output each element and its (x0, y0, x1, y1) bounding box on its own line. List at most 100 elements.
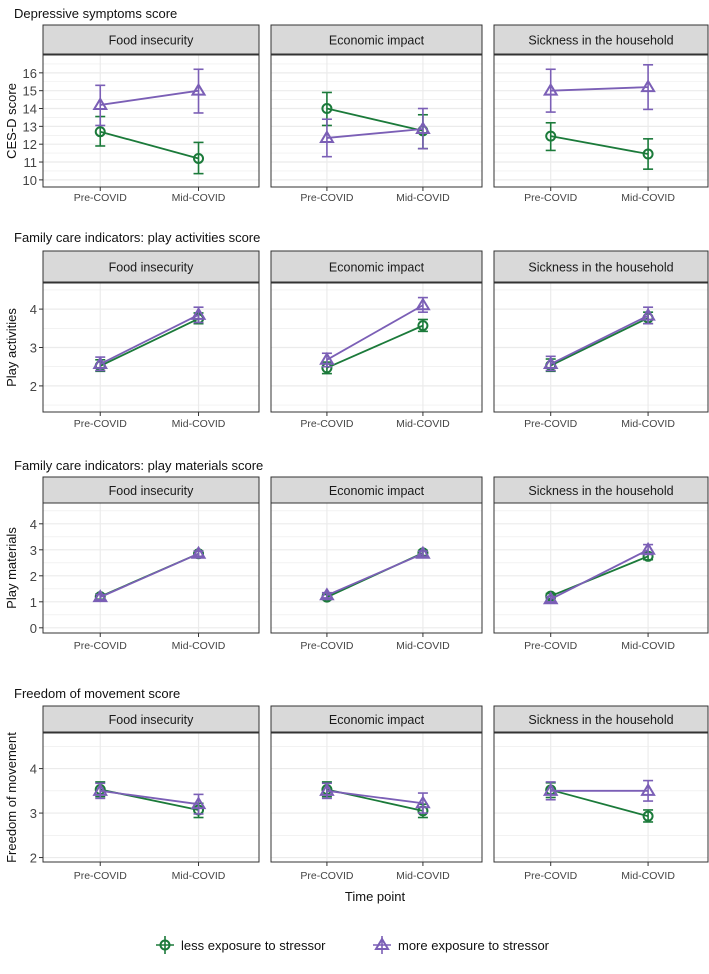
data-point-triangle (542, 782, 559, 796)
x-tick-label: Pre-COVID (74, 640, 128, 652)
data-point-triangle (640, 782, 656, 796)
data-point-triangle (319, 351, 335, 365)
facet-label: Sickness in the household (528, 713, 673, 727)
facet-3: Sickness in the household Pre-COVID Mid-CO… (493, 250, 709, 430)
y-tick-label: 3 (30, 806, 37, 821)
legend-label: less exposure to stressor (181, 938, 326, 953)
series-more (319, 782, 431, 814)
facet-2: Economic impact Pre-COVID Mid-COVID (270, 24, 483, 204)
y-tick-label: 4 (30, 302, 37, 317)
data-point-triangle (415, 795, 431, 809)
facet-3: Sickness in the household Pre-COVID Mid-CO… (493, 24, 709, 204)
legend-label: more exposure to stressor (398, 938, 550, 953)
y-tick-label: 2 (30, 379, 37, 394)
facet-label: Economic impact (329, 713, 425, 727)
facet-strip (493, 705, 709, 733)
x-tick-label: Pre-COVID (74, 418, 128, 430)
row-3: Family care indicators: play materials s… (4, 458, 709, 652)
legend-item: less exposure to stressor (156, 936, 326, 954)
panel-background (43, 55, 259, 187)
x-tick-label: Pre-COVID (524, 870, 578, 882)
series-line (550, 135, 649, 155)
data-point-triangle (190, 545, 207, 559)
series-more (542, 64, 656, 113)
facet-2: Economic impact Pre-COVID Mid-COVID (270, 250, 483, 430)
row-2: Family care indicators: play activities … (4, 230, 709, 430)
x-tick-label: Mid-COVID (396, 640, 450, 652)
data-point-circle (642, 810, 654, 822)
facet-strip (270, 705, 483, 733)
data-point-triangle (190, 796, 207, 810)
panel-border (270, 54, 483, 188)
series-line (550, 317, 649, 367)
series-line (326, 552, 424, 597)
panel-border (493, 732, 709, 863)
y-tick-label: 2 (30, 569, 37, 584)
x-tick-label: Mid-COVID (172, 870, 226, 882)
row-title: Family care indicators: play materials s… (14, 458, 263, 473)
x-tick-label: Mid-COVID (621, 192, 675, 204)
data-point-circle (545, 130, 557, 142)
series-line (99, 314, 199, 365)
series-more (319, 545, 431, 601)
row-4: Freedom of movement score Freedom of move… (4, 686, 709, 904)
y-tick-label: 3 (30, 543, 37, 558)
data-point-triangle (92, 356, 109, 370)
series-more (92, 306, 207, 372)
facet-label: Economic impact (329, 484, 425, 498)
series-line (550, 548, 649, 601)
facet-strip (42, 250, 260, 283)
panel-border (270, 732, 483, 863)
series-line (100, 130, 199, 160)
data-point-triangle (415, 297, 431, 311)
panel-border (42, 54, 260, 188)
series-more (542, 306, 656, 372)
y-tick-label: 14 (23, 102, 37, 117)
y-tick-label: 12 (23, 137, 37, 152)
series-more (92, 68, 207, 127)
facet-strip (493, 250, 709, 283)
series-line (326, 304, 424, 361)
x-tick-label: Pre-COVID (300, 870, 354, 882)
facet-strip (270, 250, 483, 283)
row-title: Depressive symptoms score (14, 6, 177, 21)
y-tick-label: 2 (30, 851, 37, 866)
data-point-triangle (640, 79, 656, 93)
y-tick-label: 1 (30, 595, 37, 610)
facet-1: Food insecurity Pre-COVID Mid-COVID (42, 250, 260, 430)
facet-1: Food insecurity Pre-COVID Mid-COVID (42, 24, 260, 204)
data-point-triangle (542, 82, 559, 96)
data-point-triangle (319, 130, 335, 143)
facet-label: Economic impact (329, 34, 425, 48)
x-tick-label: Mid-COVID (621, 418, 675, 430)
panel-background (271, 55, 482, 187)
facet-3: Sickness in the household Pre-COVID Mid-CO… (493, 476, 709, 652)
series-line (550, 314, 649, 365)
y-tick-label: 15 (23, 84, 37, 99)
x-tick-label: Mid-COVID (396, 192, 450, 204)
series-less (545, 121, 654, 170)
facet-label: Economic impact (329, 261, 425, 275)
data-point-circle (321, 103, 333, 115)
panel-border (493, 54, 709, 188)
x-tick-label: Mid-COVID (396, 870, 450, 882)
facet-strip (493, 476, 709, 504)
data-point-circle (193, 152, 205, 164)
series-more (92, 782, 207, 815)
facet-label: Sickness in the household (528, 484, 673, 498)
x-tick-label: Pre-COVID (300, 418, 354, 430)
facet-label: Sickness in the household (528, 34, 673, 48)
data-point-triangle (92, 589, 109, 603)
panel-border (42, 282, 260, 413)
panel-background (271, 503, 482, 633)
y-tick-label: 10 (23, 173, 37, 188)
facet-label: Sickness in the household (528, 261, 673, 275)
data-point-triangle (640, 541, 656, 555)
row-title: Family care indicators: play activities … (14, 230, 260, 245)
y-axis-label: Play materials (4, 527, 19, 609)
x-tick-label: Pre-COVID (524, 640, 578, 652)
facet-1: Food insecurity Pre-COVID Mid-COVID (42, 476, 260, 652)
data-point-triangle (415, 121, 431, 135)
facet-label: Food insecurity (109, 261, 195, 275)
